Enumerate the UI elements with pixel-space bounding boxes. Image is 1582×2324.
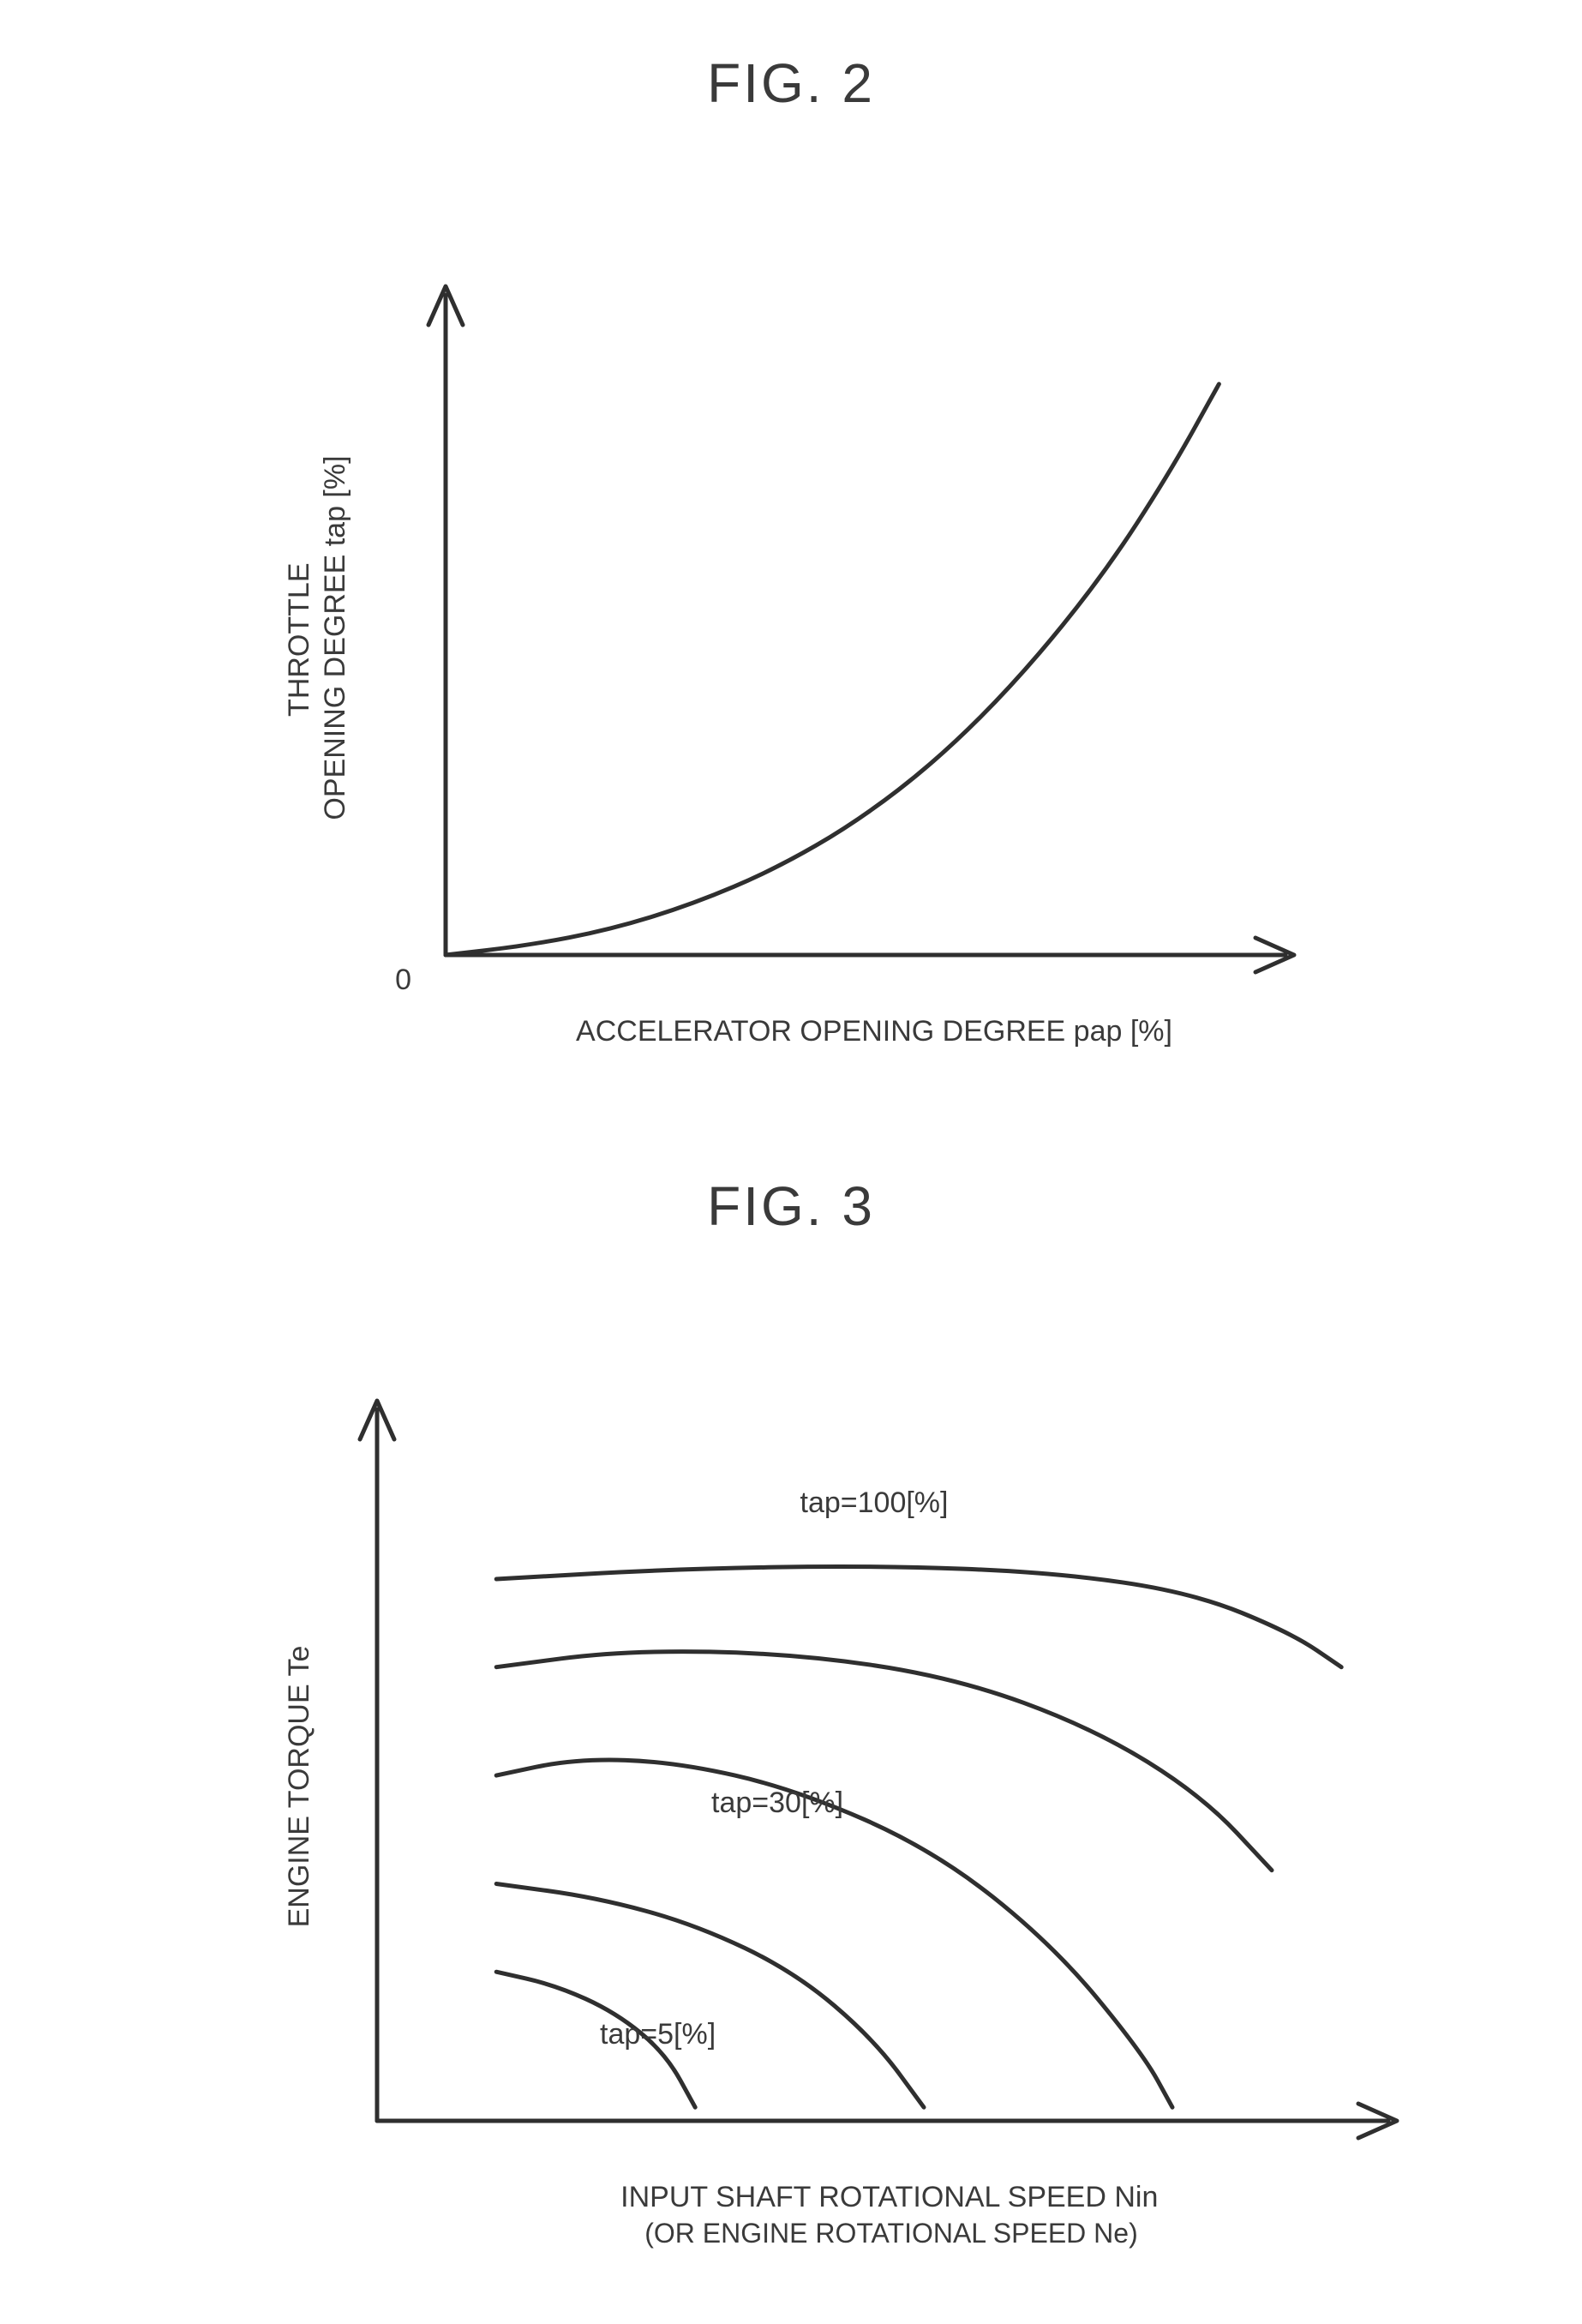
figure-2-origin-label: 0	[395, 964, 411, 996]
figure-2-xlabel: ACCELERATOR OPENING DEGREE pap [%]	[576, 1015, 1172, 1048]
figure-3-xlabel-line1: INPUT SHAFT ROTATIONAL SPEED Nin	[620, 2181, 1158, 2213]
svg-text:INPUT SHAFT ROTATIONAL SPEED N: INPUT SHAFT ROTATIONAL SPEED Nin (OR ENG…	[620, 2181, 1162, 2249]
figure-3-curve-label-100: tap=100[%]	[800, 1486, 949, 1519]
figure-2-block: FIG. 2 0 THROTTLE OPENING DEGREE tap [%]	[0, 51, 1582, 1088]
figure-3-chart: tap=100[%] tap=30[%] tap=5[%] ENGINE TOR…	[0, 1255, 1582, 2318]
figure-2-chart: 0 THROTTLE OPENING DEGREE tap [%] ACCELE…	[0, 141, 1582, 1084]
figure-3-ylabel: ENGINE TORQUE Te	[283, 1646, 315, 1928]
figure-2-title: FIG. 2	[0, 51, 1582, 115]
figure-2-ylabel-line2: OPENING DEGREE tap [%]	[319, 455, 351, 820]
figure-3-title: FIG. 3	[0, 1174, 1582, 1238]
figure-3-xlabel-line2: (OR ENGINE ROTATIONAL SPEED Ne)	[644, 2218, 1137, 2249]
page: FIG. 2 0 THROTTLE OPENING DEGREE tap [%]	[0, 0, 1582, 2324]
figure-3-curve-label-5: tap=5[%]	[600, 2018, 716, 2051]
figure-3-curve-label-30: tap=30[%]	[711, 1787, 843, 1819]
figure-3-block: FIG. 3 tap=100[%] tap=30[%] tap=5[%] ENG…	[0, 1174, 1582, 2322]
svg-text:THROTTLE OPENING DEGRE: THROTTLE OPENING DEGREE tap [%]	[283, 455, 351, 820]
figure-2-ylabel-line1: THROTTLE	[283, 563, 315, 717]
